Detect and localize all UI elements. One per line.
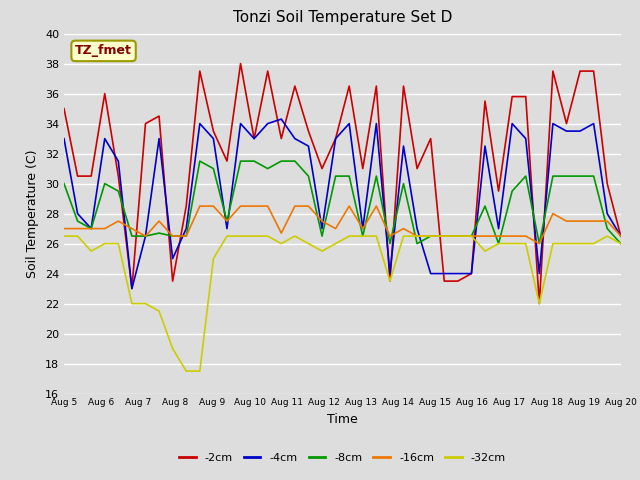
Legend: -2cm, -4cm, -8cm, -16cm, -32cm: -2cm, -4cm, -8cm, -16cm, -32cm bbox=[175, 448, 510, 467]
X-axis label: Time: Time bbox=[327, 413, 358, 426]
Text: TZ_fmet: TZ_fmet bbox=[75, 44, 132, 58]
Y-axis label: Soil Temperature (C): Soil Temperature (C) bbox=[26, 149, 39, 278]
Title: Tonzi Soil Temperature Set D: Tonzi Soil Temperature Set D bbox=[233, 11, 452, 25]
